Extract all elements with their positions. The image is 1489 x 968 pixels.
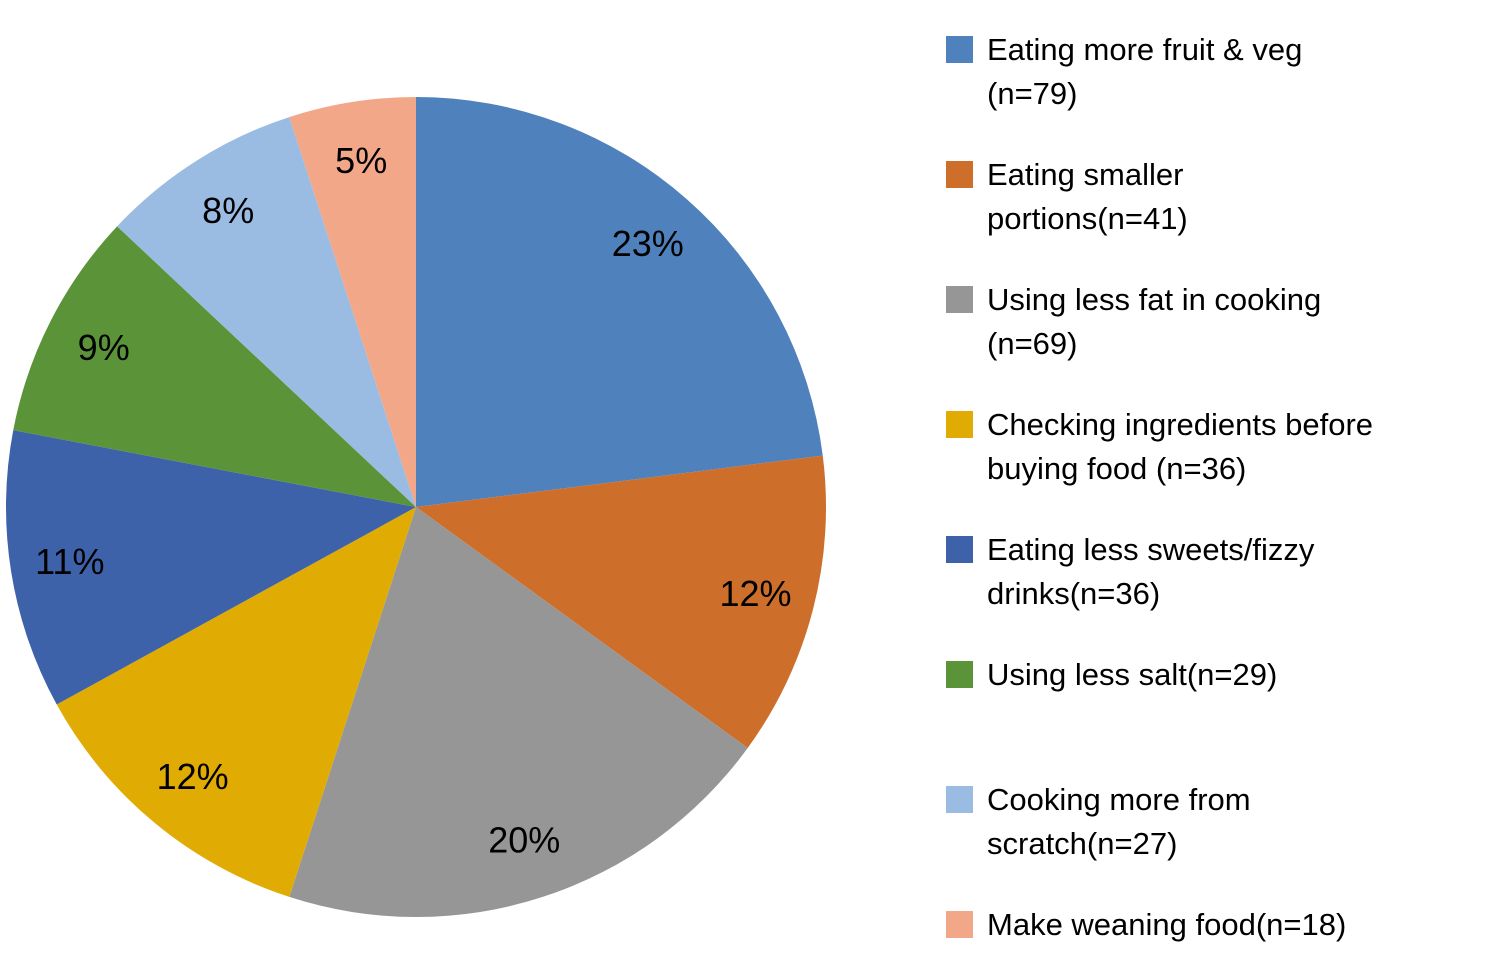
legend-swatch-icon (946, 36, 973, 63)
pie-slice (416, 455, 827, 748)
legend-item: Eating less sweets/fizzy drinks(n=36) (946, 528, 1481, 653)
legend-label: Eating more fruit & veg (n=79) (987, 32, 1303, 111)
pie-slice (13, 226, 416, 507)
legend-item: Eating more fruit & veg (n=79) (946, 28, 1481, 153)
pie-slice (289, 507, 748, 917)
legend-swatch-icon (946, 661, 973, 688)
legend-swatch-icon (946, 911, 973, 938)
pie-slice-label: 8% (202, 190, 254, 231)
pie-slice-label: 12% (157, 756, 229, 797)
pie-slice-label: 5% (335, 140, 387, 181)
legend-label: Checking ingredients before buying food (… (987, 407, 1374, 486)
legend-item: Cooking more from scratch(n=27) (946, 778, 1481, 903)
pie-slice (117, 117, 417, 507)
legend-label: Cooking more from scratch(n=27) (987, 782, 1251, 861)
legend-label: Make weaning food(n=18) (987, 907, 1347, 942)
legend-swatch-icon (946, 286, 973, 313)
legend-label: Using less salt(n=29) (987, 657, 1278, 692)
pie-slice-label: 9% (78, 327, 130, 368)
legend-item: Eating smaller portions(n=41) (946, 153, 1481, 278)
pie-slice (416, 96, 823, 507)
pie-slice-label: 12% (719, 573, 791, 614)
legend: Eating more fruit & veg (n=79) Eating sma… (946, 28, 1481, 968)
pie-slice (56, 507, 417, 897)
pie-slice (289, 97, 416, 507)
legend-swatch-icon (946, 161, 973, 188)
legend-swatch-icon (946, 786, 973, 813)
pie-slice (5, 430, 417, 705)
legend-swatch-icon (946, 536, 973, 563)
legend-item: Checking ingredients before buying food (… (946, 403, 1481, 528)
legend-label: Eating smaller portions(n=41) (987, 157, 1188, 236)
pie-slice-label: 20% (488, 819, 560, 860)
legend-label: Using less fat in cooking (n=69) (987, 282, 1322, 361)
legend-label: Eating less sweets/fizzy drinks(n=36) (987, 532, 1315, 611)
legend-item: Using less salt(n=29) (946, 653, 1481, 778)
legend-swatch-icon (946, 411, 973, 438)
pie-slice-label: 23% (612, 223, 684, 264)
pie-slice-label: 11% (35, 541, 104, 582)
legend-item: Using less fat in cooking (n=69) (946, 278, 1481, 403)
legend-item: Make weaning food(n=18) (946, 903, 1481, 968)
